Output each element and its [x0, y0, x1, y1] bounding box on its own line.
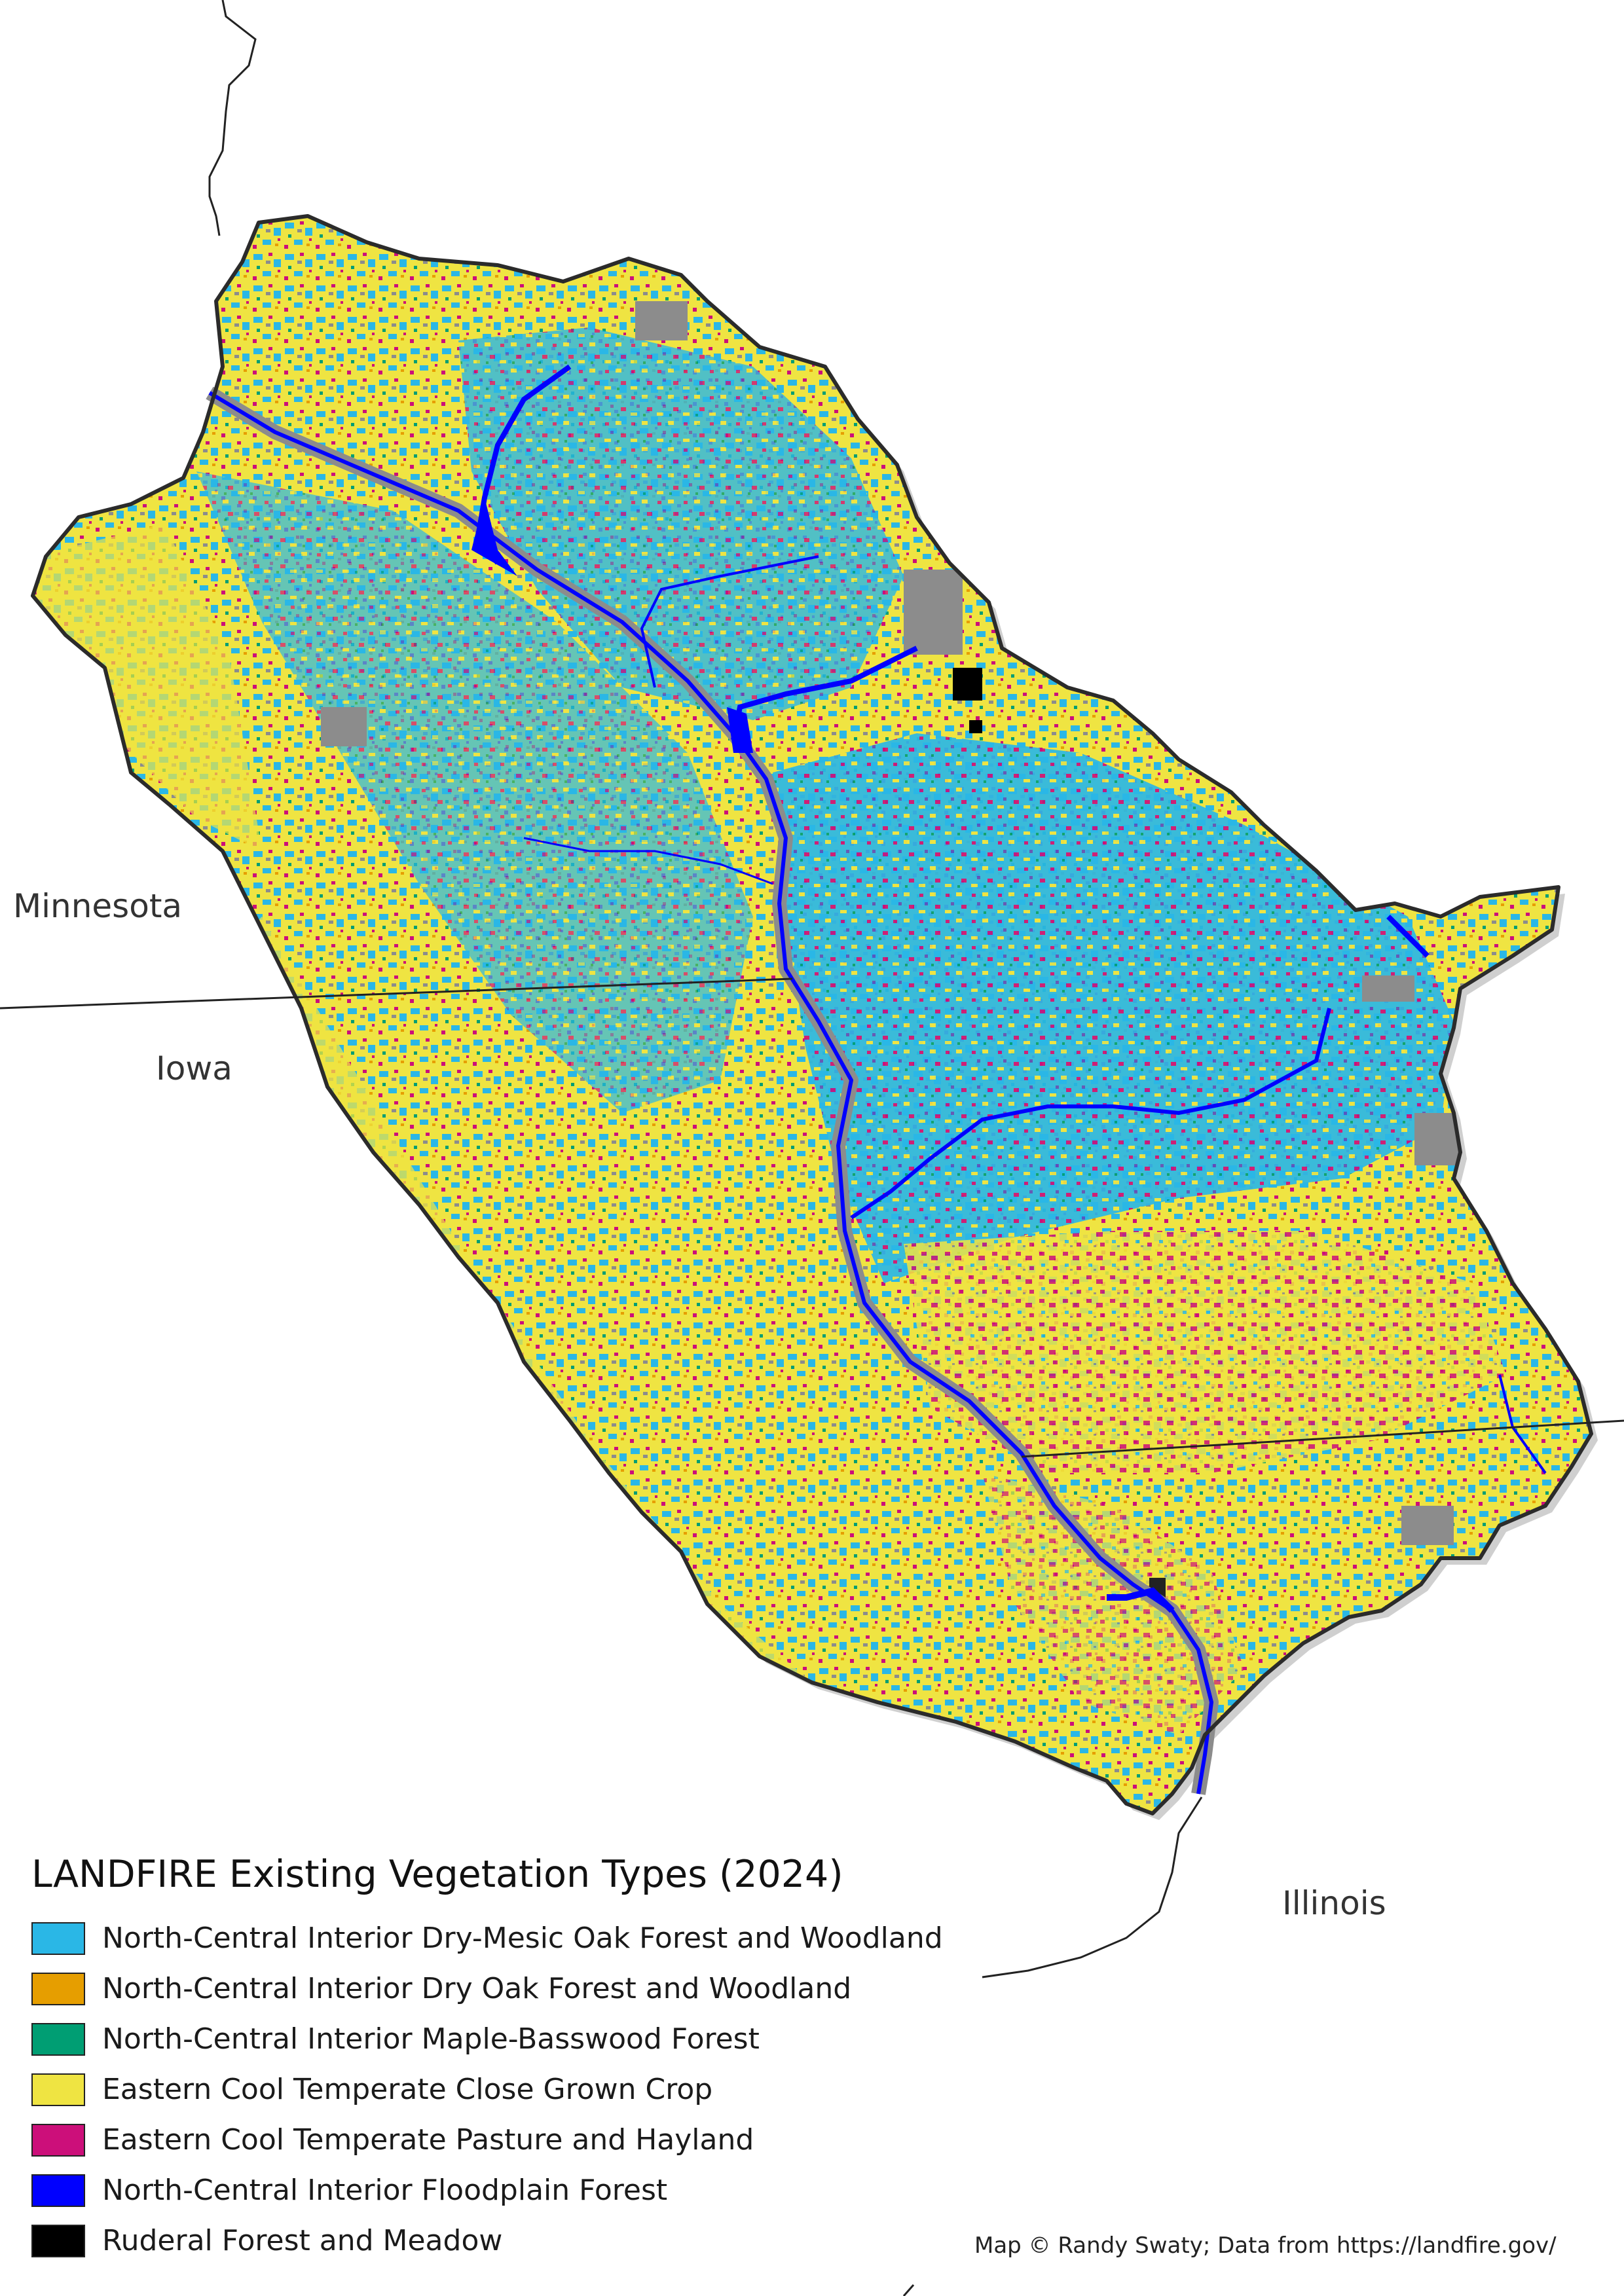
developed-patch — [1401, 1506, 1454, 1545]
river-line-north — [208, 0, 257, 236]
developed-patch — [1362, 975, 1414, 1002]
tributary-west-upper — [523, 837, 773, 885]
legend-items: North-Central Interior Dry-Mesic Oak For… — [31, 1913, 943, 2266]
basin-outline — [31, 214, 1593, 1815]
legend-item: North-Central Interior Dry Oak Forest an… — [31, 1963, 943, 2014]
tributary-south — [1107, 1587, 1175, 1613]
state-boundary-minnesota-iowa — [0, 977, 793, 1010]
legend-item: Eastern Cool Temperate Close Grown Crop — [31, 2064, 943, 2115]
state-boundary-iowa-illinois — [1021, 1419, 1624, 1458]
tributary-northeast-pool — [727, 707, 753, 753]
tributary-east — [850, 1008, 1331, 1220]
developed-patch — [904, 570, 963, 655]
map-credit: Map © Randy Swaty; Data from https://lan… — [974, 2232, 1557, 2259]
legend-swatch — [31, 2174, 85, 2207]
developed-patch — [635, 301, 688, 340]
state-label-iowa: Iowa — [156, 1049, 232, 1087]
developed-patch — [321, 707, 367, 746]
forest-zone-north — [458, 327, 904, 720]
legend-label: Eastern Cool Temperate Pasture and Hayla… — [102, 2123, 754, 2157]
ruderal-patch — [953, 668, 982, 701]
mississippi-floodplain — [208, 391, 1213, 1795]
legend-item: Ruderal Forest and Meadow — [31, 2215, 943, 2266]
legend-swatch — [31, 1972, 85, 2005]
state-label-minnesota: Minnesota — [13, 887, 183, 925]
tributary-north-pool — [471, 498, 517, 576]
legend-label: North-Central Interior Dry-Mesic Oak For… — [102, 1922, 943, 1955]
legend-swatch — [31, 1922, 85, 1955]
legend: LANDFIRE Existing Vegetation Types (2024… — [31, 1853, 943, 2266]
legend-item: North-Central Interior Dry-Mesic Oak For… — [31, 1913, 943, 1963]
forest-zone-west — [196, 471, 753, 1113]
state-label-illinois: Illinois — [1282, 1884, 1386, 1922]
pasture-zone-southwest — [982, 1473, 1244, 1735]
ruderal-patch — [969, 720, 982, 733]
pasture-zone-south — [904, 1231, 1506, 1473]
river-line-bottom — [902, 2284, 915, 2296]
legend-label: North-Central Interior Floodplain Forest — [102, 2174, 668, 2207]
legend-title: LANDFIRE Existing Vegetation Types (2024… — [31, 1853, 843, 1896]
crop-zone-west — [229, 917, 812, 1702]
tributary-east-upper — [1386, 915, 1430, 958]
legend-label: North-Central Interior Dry Oak Forest an… — [102, 1972, 852, 2005]
legend-swatch — [31, 2073, 85, 2106]
legend-item: North-Central Interior Maple-Basswood Fo… — [31, 2014, 943, 2064]
legend-swatch — [31, 2123, 85, 2157]
river-line-south — [982, 1796, 1203, 1978]
tributary-north-branch — [640, 555, 819, 688]
forest-zone-east — [773, 733, 1454, 1283]
legend-label: Ruderal Forest and Meadow — [102, 2224, 503, 2257]
legend-item: North-Central Interior Floodplain Forest — [31, 2165, 943, 2215]
legend-item: Eastern Cool Temperate Pasture and Hayla… — [31, 2115, 943, 2165]
legend-swatch — [31, 2022, 85, 2056]
developed-patch — [1414, 1113, 1460, 1165]
legend-swatch — [31, 2224, 85, 2257]
legend-label: Eastern Cool Temperate Close Grown Crop — [102, 2073, 713, 2106]
legend-label: North-Central Interior Maple-Basswood Fo… — [102, 2022, 760, 2056]
crop-zone-far-west — [33, 524, 262, 851]
